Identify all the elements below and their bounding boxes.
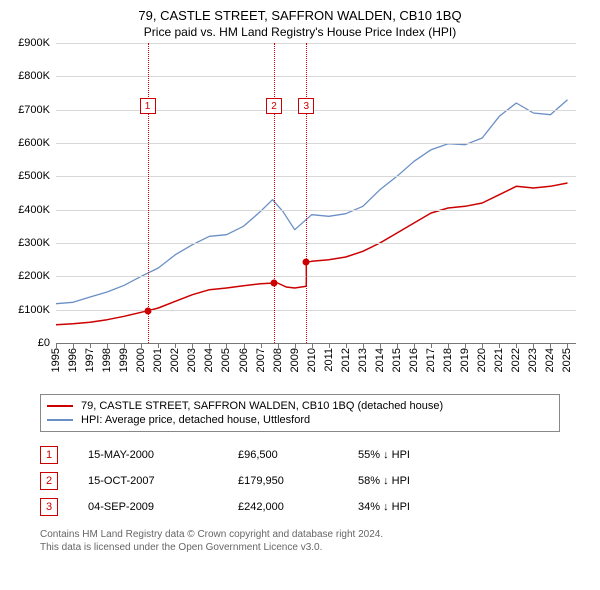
xaxis-tick-label: 1997 — [84, 348, 96, 372]
xaxis-tick-label: 2022 — [510, 348, 522, 372]
chart-gridline — [56, 310, 576, 311]
xaxis-tick-label: 2003 — [186, 348, 198, 372]
xaxis-tick-label: 2020 — [476, 348, 488, 372]
transaction-price: £96,500 — [238, 449, 358, 461]
legend-box: 79, CASTLE STREET, SAFFRON WALDEN, CB10 … — [40, 394, 560, 432]
chart-series-line — [56, 183, 568, 325]
xaxis-tick-label: 1999 — [118, 348, 130, 372]
yaxis-tick-label: £600K — [18, 137, 56, 149]
yaxis-tick-label: £100K — [18, 304, 56, 316]
transaction-price: £242,000 — [238, 501, 358, 513]
xaxis-tick-label: 2001 — [152, 348, 164, 372]
xaxis-tick-label: 2010 — [306, 348, 318, 372]
sale-marker-icon: 1 — [140, 98, 156, 114]
xaxis-tick-label: 2002 — [169, 348, 181, 372]
transactions-table: 1 15-MAY-2000 £96,500 55% ↓ HPI 2 15-OCT… — [40, 442, 560, 520]
sale-reference-line — [306, 43, 307, 343]
yaxis-tick-label: £200K — [18, 270, 56, 282]
chart-plot-area: £0£100K£200K£300K£400K£500K£600K£700K£80… — [56, 43, 576, 344]
chart-xaxis: 1995199619971998199920002001200220032004… — [56, 344, 576, 388]
xaxis-tick-label: 1998 — [101, 348, 113, 372]
xaxis-tick-label: 2007 — [255, 348, 267, 372]
xaxis-tick-label: 2015 — [391, 348, 403, 372]
xaxis-tick-label: 2024 — [544, 348, 556, 372]
legend-label: 79, CASTLE STREET, SAFFRON WALDEN, CB10 … — [81, 400, 443, 412]
sale-point-icon — [271, 280, 278, 287]
chart-gridline — [56, 76, 576, 77]
chart-gridline — [56, 143, 576, 144]
yaxis-tick-label: £400K — [18, 204, 56, 216]
xaxis-tick-label: 2012 — [340, 348, 352, 372]
yaxis-tick-label: £700K — [18, 104, 56, 116]
legend-row: HPI: Average price, detached house, Uttl… — [47, 413, 553, 427]
transaction-date: 15-MAY-2000 — [88, 449, 238, 461]
xaxis-tick-label: 2000 — [135, 348, 147, 372]
xaxis-tick-label: 2021 — [493, 348, 505, 372]
chart-gridline — [56, 110, 576, 111]
xaxis-tick-label: 2006 — [238, 348, 250, 372]
yaxis-tick-label: £300K — [18, 237, 56, 249]
xaxis-tick-label: 2025 — [561, 348, 573, 372]
chart-subtitle: Price paid vs. HM Land Registry's House … — [0, 23, 600, 43]
xaxis-tick-label: 2023 — [527, 348, 539, 372]
xaxis-tick-label: 2016 — [408, 348, 420, 372]
table-row: 1 15-MAY-2000 £96,500 55% ↓ HPI — [40, 442, 560, 468]
xaxis-tick-label: 1996 — [67, 348, 79, 372]
yaxis-tick-label: £900K — [18, 37, 56, 49]
transaction-hpi: 55% ↓ HPI — [358, 449, 410, 461]
xaxis-tick-label: 2011 — [323, 348, 335, 372]
xaxis-tick-label: 2005 — [220, 348, 232, 372]
xaxis-tick-label: 2014 — [374, 348, 386, 372]
transaction-marker-icon: 3 — [40, 498, 58, 516]
transaction-hpi: 58% ↓ HPI — [358, 475, 410, 487]
xaxis-tick-label: 2004 — [203, 348, 215, 372]
sale-reference-line — [274, 43, 275, 343]
chart-gridline — [56, 176, 576, 177]
transaction-price: £179,950 — [238, 475, 358, 487]
sale-marker-icon: 2 — [266, 98, 282, 114]
chart-lines-svg — [56, 43, 576, 343]
transaction-hpi: 34% ↓ HPI — [358, 501, 410, 513]
xaxis-tick-label: 2018 — [442, 348, 454, 372]
legend-row: 79, CASTLE STREET, SAFFRON WALDEN, CB10 … — [47, 399, 553, 413]
yaxis-tick-label: £800K — [18, 70, 56, 82]
sale-marker-icon: 3 — [298, 98, 314, 114]
chart-series-line — [56, 100, 568, 304]
transaction-marker-icon: 2 — [40, 472, 58, 490]
xaxis-tick-label: 2013 — [357, 348, 369, 372]
legend-swatch — [47, 405, 73, 407]
chart-gridline — [56, 276, 576, 277]
xaxis-tick-label: 1995 — [50, 348, 62, 372]
transaction-date: 15-OCT-2007 — [88, 475, 238, 487]
footer-line: Contains HM Land Registry data © Crown c… — [40, 528, 560, 541]
chart-gridline — [56, 210, 576, 211]
xaxis-tick-label: 2008 — [272, 348, 284, 372]
chart-gridline — [56, 43, 576, 44]
chart-gridline — [56, 243, 576, 244]
legend-swatch — [47, 419, 73, 421]
footer-line: This data is licensed under the Open Gov… — [40, 541, 560, 554]
xaxis-tick-label: 2017 — [425, 348, 437, 372]
sale-point-icon — [303, 259, 310, 266]
table-row: 2 15-OCT-2007 £179,950 58% ↓ HPI — [40, 468, 560, 494]
footer-attribution: Contains HM Land Registry data © Crown c… — [40, 528, 560, 554]
chart-title: 79, CASTLE STREET, SAFFRON WALDEN, CB10 … — [0, 0, 600, 23]
sale-point-icon — [144, 307, 151, 314]
table-row: 3 04-SEP-2009 £242,000 34% ↓ HPI — [40, 494, 560, 520]
sale-reference-line — [148, 43, 149, 343]
xaxis-tick-label: 2009 — [289, 348, 301, 372]
transaction-marker-icon: 1 — [40, 446, 58, 464]
xaxis-tick-label: 2019 — [459, 348, 471, 372]
yaxis-tick-label: £500K — [18, 170, 56, 182]
transaction-date: 04-SEP-2009 — [88, 501, 238, 513]
legend-label: HPI: Average price, detached house, Uttl… — [81, 414, 310, 426]
